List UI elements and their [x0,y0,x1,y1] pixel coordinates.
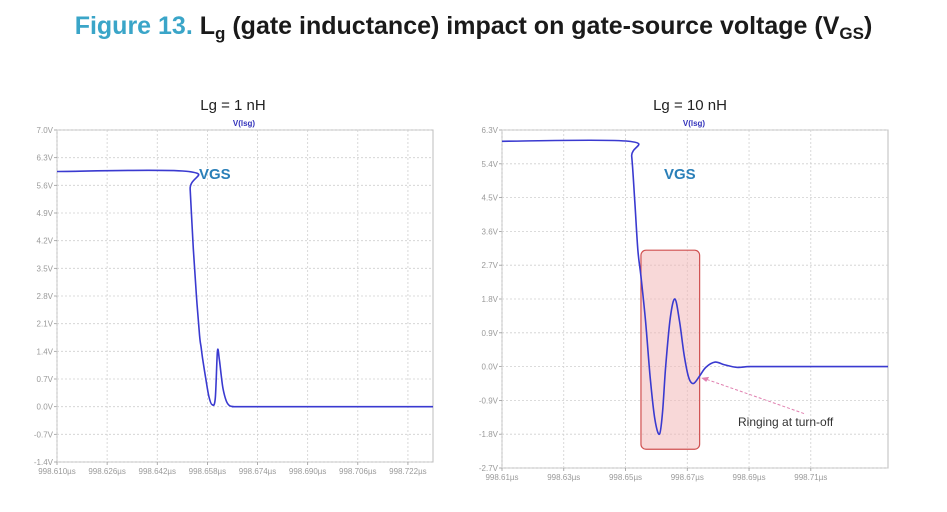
y-tick-label: 5.6V [37,181,54,190]
trace-label: V(lsg) [683,119,706,128]
annotation-arrow-line [705,378,805,415]
y-tick-label: 4.2V [37,237,54,246]
x-tick-label: 998.642µs [139,467,177,476]
x-tick-label: 998.71µs [794,473,827,482]
title-main-sub: g [215,24,226,43]
annotation-arrow-head [701,376,710,382]
figure-number: Figure 13. [74,12,193,40]
x-tick-label: 998.626µs [88,467,126,476]
y-tick-label: 1.4V [37,347,54,356]
y-tick-label: 0.9V [482,329,499,338]
y-tick-label: 1.8V [482,295,499,304]
y-tick-label: -1.4V [34,458,54,467]
y-tick-label: 0.7V [37,375,54,384]
y-tick-label: -0.9V [479,396,499,405]
y-tick-label: 3.6V [482,227,499,236]
series-label: VGS [664,166,696,183]
series-label: VGS [199,166,231,183]
x-tick-label: 998.65µs [609,473,642,482]
x-tick-label: 998.690µs [289,467,327,476]
x-tick-label: 998.69µs [733,473,766,482]
y-tick-label: 2.1V [37,320,54,329]
x-tick-label: 998.706µs [339,467,377,476]
x-tick-label: 998.67µs [671,473,704,482]
x-tick-label: 998.722µs [389,467,427,476]
y-tick-label: -1.8V [479,430,499,439]
y-tick-label: 4.5V [482,194,499,203]
y-tick-label: 0.0V [482,363,499,372]
title-rest-sub: GS [839,24,864,43]
title-end: ) [863,12,873,40]
y-tick-label: 6.3V [482,126,499,135]
title-rest: (gate inductance) impact on gate-source … [225,12,840,40]
y-tick-label: 4.9V [37,209,54,218]
x-tick-label: 998.674µs [239,467,277,476]
figure-title: Figure 13. Lg (gate inductance) impact o… [0,12,947,44]
chart-lg-10nh: 6.3V 5.4V 4.5V 3.6V 2.7V 1.8V 0.9V 0.0V -0.9V -1.… [479,97,889,482]
x-tick-label: 998.610µs [38,467,76,476]
vgs-trace-line [501,139,888,436]
y-tick-label: 7.0V [37,126,54,135]
x-tick-label: 998.658µs [189,467,227,476]
y-tick-label: 0.0V [37,403,54,412]
annotation-label: Ringing at turn-off [738,415,834,429]
y-tick-label: 3.5V [37,264,54,273]
chart-title: Lg = 1 nH [200,97,265,114]
y-tick-label: -2.7V [479,464,499,473]
y-tick-label: 6.3V [37,154,54,163]
x-tick-label: 998.63µs [547,473,580,482]
y-tick-label: -0.7V [34,430,54,439]
y-tick-label: 5.4V [482,160,499,169]
x-tick-label: 998.61µs [485,473,518,482]
chart-lg-1nh: 7.0V 6.3V 5.6V 4.9V 4.2V 3.5V 2.8V 2.1V 1.4V 0.7V… [34,97,434,476]
vgs-trace-line [56,169,433,408]
title-main: L [199,12,216,40]
y-tick-label: 2.7V [482,261,499,270]
trace-label: V(lsg) [233,119,256,128]
y-tick-label: 2.8V [37,292,54,301]
ringing-highlight-box [640,249,701,450]
chart-title: Lg = 10 nH [653,97,727,114]
